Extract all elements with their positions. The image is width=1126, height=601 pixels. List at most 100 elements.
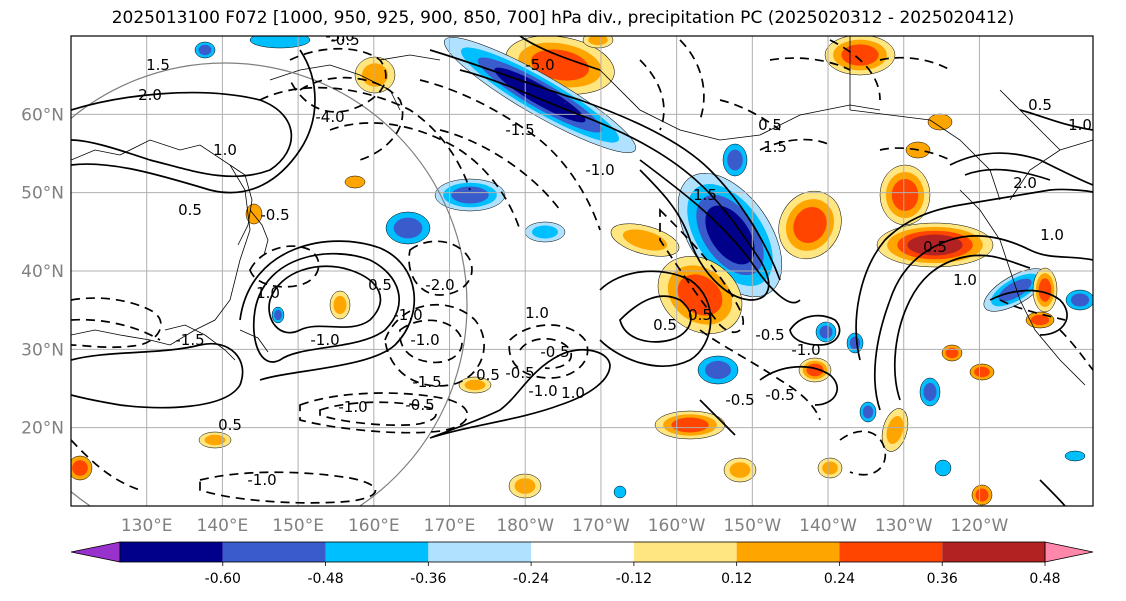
colorbar-tick-label: 0.12 xyxy=(721,571,752,587)
contour-label: -1.0 xyxy=(310,331,339,349)
contour-label: 0.5 xyxy=(923,238,947,256)
contour-label: -1.0 xyxy=(585,161,614,179)
precip-blob xyxy=(1070,293,1090,307)
lat-label: 50°N xyxy=(21,184,64,204)
contour-label: -0.5 xyxy=(260,206,289,224)
contour-label: 0.5 xyxy=(653,316,677,334)
precip-blob xyxy=(362,63,388,87)
precip-shading xyxy=(71,36,1093,506)
contour-label: 1.5 xyxy=(146,56,170,74)
precip-blob xyxy=(333,295,347,315)
precip-blob xyxy=(923,382,937,402)
precip-blob xyxy=(1064,450,1086,462)
latitude-labels: 20°N 30°N 40°N 50°N 60°N xyxy=(21,105,64,438)
contour-label: -1.5 xyxy=(175,331,204,349)
contour-label: -0.5 xyxy=(405,396,434,414)
contour-label: 1.0 xyxy=(256,284,280,302)
precip-blob xyxy=(393,217,423,239)
precip-blob xyxy=(891,179,919,211)
precip-blob xyxy=(822,461,838,475)
colorbar-box xyxy=(222,542,326,562)
contour-label: -0.5 xyxy=(725,391,754,409)
contour-label: -1.0 xyxy=(791,341,820,359)
precip-blob xyxy=(793,206,827,244)
precip-blob xyxy=(1038,278,1052,302)
contour-label: 1.0 xyxy=(213,141,237,159)
colorbar-box xyxy=(633,542,737,562)
chart-title: 2025013100 F072 [1000, 950, 925, 900, 85… xyxy=(111,8,1015,28)
colorbar-tick-label: -0.60 xyxy=(205,571,241,587)
contour-label: -1.5 xyxy=(505,121,534,139)
colorbar-tick-label: 0.48 xyxy=(1029,571,1060,587)
map-area: -3.0-5.0-4.0-1.5-1.0-0.5-2.0-1.0-1.5-1.0… xyxy=(71,27,1093,506)
colorbar-extend-high xyxy=(1044,541,1094,563)
precip-blob xyxy=(998,278,1032,302)
precip-blob xyxy=(934,459,952,477)
coastlines xyxy=(71,36,1093,386)
contour-label: 1.0 xyxy=(561,384,585,402)
divergence-contours xyxy=(71,36,1093,506)
contour-label: 2.0 xyxy=(1013,174,1037,192)
contour-label: 2.0 xyxy=(138,86,162,104)
lon-label: 170°E xyxy=(424,516,476,536)
precip-blob xyxy=(451,186,489,204)
contour-label: -1.0 xyxy=(338,398,367,416)
colorbar-extend-low xyxy=(70,541,121,563)
contour-label: 0.5 xyxy=(476,366,500,384)
contour-label: -3.0 xyxy=(325,27,354,45)
contour-label: 1.5 xyxy=(693,186,717,204)
precip-blob xyxy=(1030,314,1050,326)
precip-blob xyxy=(729,462,751,478)
colorbar-tick-label: -0.12 xyxy=(616,571,652,587)
contour-label: 0.5 xyxy=(1028,96,1052,114)
lon-label: 140°W xyxy=(799,516,857,536)
contour-label: -0.5 xyxy=(540,343,569,361)
contour-label: -0.5 xyxy=(330,31,359,49)
precip-blob xyxy=(530,49,590,81)
precip-blob xyxy=(677,274,723,316)
precip-blob xyxy=(886,416,904,444)
contour-label: -1.5 xyxy=(412,373,441,391)
lon-label: 150°E xyxy=(272,516,324,536)
precip-blob xyxy=(532,225,558,239)
lon-label: 130°W xyxy=(875,516,933,536)
contour-label: -1.0 xyxy=(528,382,557,400)
contour-label: 1.0 xyxy=(1040,226,1064,244)
contour-label: 1.0 xyxy=(525,304,549,322)
precip-blob xyxy=(464,379,486,391)
colorbar-outline xyxy=(119,541,1046,563)
contour-label: 1.5 xyxy=(763,138,787,156)
contour-label: 0.5 xyxy=(178,201,202,219)
precip-blob xyxy=(849,336,861,350)
precip-blob xyxy=(245,203,263,225)
contour-labels: -3.0-5.0-4.0-1.5-1.0-0.5-2.0-1.0-1.5-1.0… xyxy=(138,27,1092,489)
colorbar-box xyxy=(942,542,1045,562)
lat-label: 30°N xyxy=(21,340,64,360)
longitude-labels: 130°E 140°E 150°E 160°E 170°E 180°W 170°W 160°W… xyxy=(121,516,1009,536)
lon-label: 150°W xyxy=(723,516,781,536)
lat-label: 60°N xyxy=(21,105,64,125)
colorbar-box xyxy=(120,542,223,562)
precip-blob xyxy=(819,325,833,339)
precip-blob xyxy=(274,309,282,321)
contour-label: -0.5 xyxy=(765,386,794,404)
lon-label: 120°W xyxy=(951,516,1009,536)
lon-label: 180°W xyxy=(496,516,554,536)
contour-label: -5.0 xyxy=(525,56,554,74)
precip-blob xyxy=(249,36,311,49)
colorbar-tick-label: -0.36 xyxy=(410,571,446,587)
precip-blob xyxy=(671,417,709,433)
contour-label: 0.5 xyxy=(368,276,392,294)
contour-label: 1.0 xyxy=(1068,116,1092,134)
precip-blob xyxy=(945,347,959,359)
contour-label: -1.0 xyxy=(247,471,276,489)
precip-blob xyxy=(622,229,668,251)
lon-label: 140°E xyxy=(197,516,249,536)
precip-blob xyxy=(705,360,731,380)
contour-label: 0.5 xyxy=(758,116,782,134)
contour-label: -2.0 xyxy=(425,276,454,294)
colorbar-tick-label: 0.36 xyxy=(927,571,958,587)
range-circle xyxy=(71,62,468,506)
precip-blob xyxy=(204,434,226,446)
